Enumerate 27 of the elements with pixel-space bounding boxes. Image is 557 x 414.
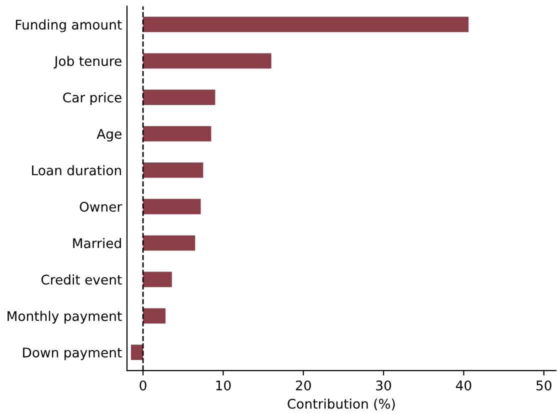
bar bbox=[143, 272, 172, 288]
x-tick-label: 0 bbox=[140, 380, 146, 390]
y-tick-label: Married bbox=[73, 238, 121, 248]
x-axis-title: Contribution (%) bbox=[288, 398, 395, 410]
bar bbox=[143, 198, 201, 214]
x-tick-label: 40 bbox=[456, 380, 472, 390]
y-tick-label: Funding amount bbox=[16, 19, 122, 32]
y-tick-label: Owner bbox=[80, 202, 122, 212]
x-tick-label: 50 bbox=[536, 380, 552, 390]
bar bbox=[143, 16, 469, 32]
bar bbox=[143, 53, 272, 69]
y-tick-label: Down payment bbox=[23, 348, 122, 360]
x-tick-label: 30 bbox=[376, 380, 392, 390]
y-tick-label: Loan duration bbox=[32, 165, 122, 176]
bar bbox=[143, 308, 166, 324]
bar bbox=[143, 126, 212, 142]
y-tick-label: Job tenure bbox=[54, 56, 122, 69]
y-tick-label: Age bbox=[96, 129, 122, 142]
x-tick-label: 20 bbox=[296, 380, 311, 390]
bar bbox=[143, 162, 204, 178]
x-tick-label: 10 bbox=[216, 380, 231, 390]
bar bbox=[131, 344, 144, 360]
bar bbox=[143, 90, 216, 105]
y-tick-label: Monthly payment bbox=[8, 310, 122, 324]
y-tick-label: Credit event bbox=[41, 274, 122, 285]
bar bbox=[143, 235, 196, 251]
y-tick-label: Car price bbox=[63, 92, 122, 106]
